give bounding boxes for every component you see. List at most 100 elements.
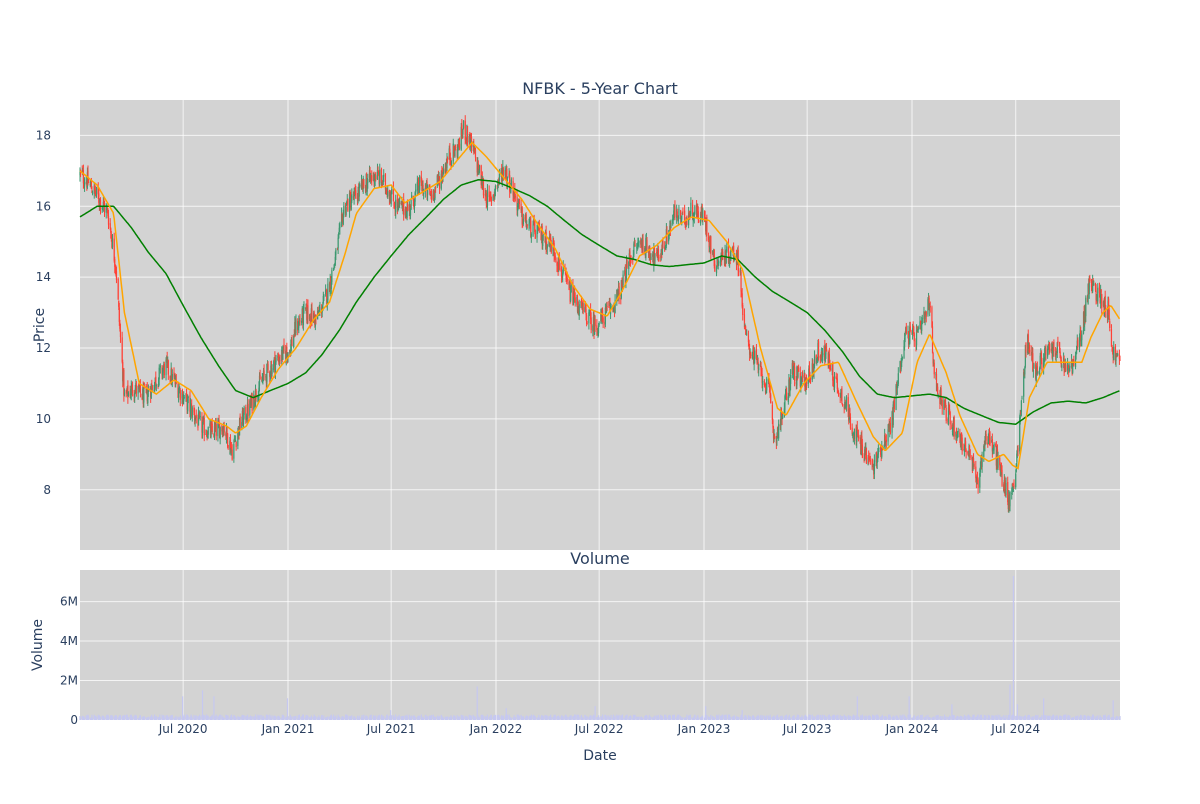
candle-body [553, 242, 555, 256]
candle-body [972, 458, 975, 463]
candle-body [903, 346, 905, 359]
volume-bar [889, 716, 891, 720]
candle-body [752, 346, 755, 363]
candle-body [126, 391, 128, 394]
candle-body [1043, 358, 1045, 369]
candle-body [550, 237, 552, 244]
candle-body [299, 320, 301, 323]
candle-body [904, 333, 906, 337]
volume-bar [450, 716, 453, 720]
candle-body [202, 419, 204, 424]
volume-bar [546, 716, 548, 720]
candle-body [913, 333, 915, 342]
volume-tick-label: 6M [60, 595, 78, 609]
candle-body [347, 198, 349, 211]
candle-body [833, 376, 836, 388]
candle-body [883, 446, 885, 449]
candle-body [747, 335, 750, 343]
candle-body [99, 200, 102, 210]
candle-body [466, 126, 469, 143]
candle-body [726, 246, 728, 252]
volume-bar [825, 716, 828, 720]
candle-body [728, 262, 730, 264]
candle-body [596, 329, 599, 332]
candle-body [597, 325, 600, 334]
candle-body [177, 383, 179, 398]
candle-body [438, 177, 440, 181]
volume-bar [706, 715, 708, 720]
candle-body [909, 326, 911, 344]
candle-body [764, 384, 767, 394]
candle-body [621, 281, 623, 288]
candle-body [596, 325, 598, 330]
candle-body [245, 407, 247, 420]
candle-body [458, 140, 460, 146]
candle-body [117, 279, 119, 300]
volume-axis-title: Volume [30, 619, 46, 671]
candle-body [1059, 351, 1061, 358]
x-tick-label: Jul 2020 [158, 722, 208, 736]
candle-body [91, 190, 93, 194]
volume-bar [669, 715, 671, 720]
volume-bar [925, 715, 927, 720]
candle-body [95, 186, 98, 194]
candle-body [506, 168, 508, 183]
volume-bar [275, 716, 277, 720]
volume-bar [434, 716, 437, 720]
volume-bar [941, 715, 943, 720]
candle-body [241, 422, 243, 428]
candle-body [441, 171, 444, 179]
candle-body [746, 333, 748, 335]
candle-body [478, 165, 481, 173]
volume-bar [718, 714, 720, 720]
candle-body [485, 193, 487, 204]
volume-bar [634, 714, 636, 720]
candle-body [81, 170, 83, 173]
candle-body [506, 176, 508, 184]
volume-bar [302, 714, 304, 720]
candle-body [454, 147, 456, 157]
candle-body [630, 259, 632, 261]
candle-body [755, 349, 758, 359]
candle-body [231, 449, 233, 460]
volume-bar [490, 714, 493, 720]
candle-body [782, 416, 784, 419]
candle-body [217, 423, 219, 437]
candle-body [921, 322, 923, 331]
candle-body [884, 436, 886, 444]
candle-body [897, 373, 899, 384]
volume-bar [403, 715, 405, 720]
candle-body [392, 187, 395, 202]
volume-bar [774, 717, 776, 720]
volume-bar [574, 714, 576, 720]
volume-bar [646, 715, 648, 720]
candle-body [1093, 283, 1095, 286]
volume-bar [235, 717, 237, 720]
candle-body [772, 427, 775, 439]
candle-body [689, 211, 691, 218]
candle-body [545, 231, 547, 248]
volume-bar [694, 714, 696, 720]
candle-body [1109, 321, 1111, 329]
candle-body [956, 431, 959, 436]
volume-bar [570, 715, 572, 720]
candle-body [390, 194, 392, 205]
candle-body [1000, 468, 1002, 476]
candle-body [558, 255, 560, 270]
candle-body [1113, 346, 1115, 361]
candle-body [1025, 343, 1027, 353]
candle-body [556, 265, 559, 268]
volume-bar [953, 715, 955, 720]
candle-body [406, 206, 408, 218]
candle-body [173, 377, 176, 379]
volume-bar [1109, 717, 1111, 720]
candle-body [526, 226, 528, 230]
volume-bar [921, 714, 923, 720]
candle-body [1072, 364, 1074, 373]
candle-body [588, 311, 591, 314]
candle-body [338, 233, 340, 238]
volume-bar [1069, 715, 1071, 720]
candle-body [1092, 280, 1094, 292]
candle-body [552, 241, 555, 244]
